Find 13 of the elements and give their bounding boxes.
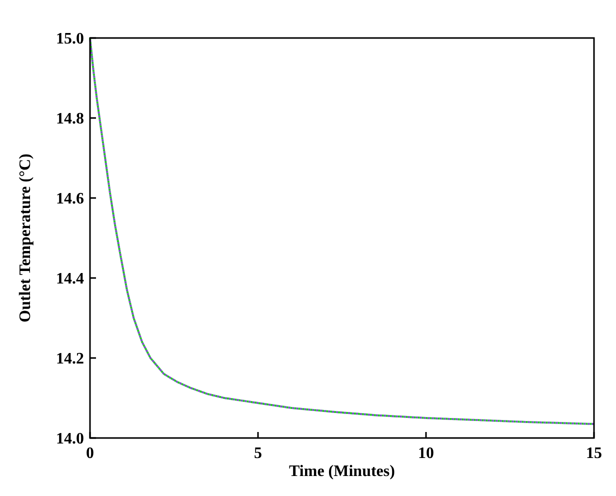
y-tick-label: 14.2 bbox=[56, 350, 84, 368]
x-axis-title: Time (Minutes) bbox=[289, 463, 395, 480]
y-axis-title: Outlet Temperature (°C) bbox=[17, 154, 34, 322]
y-tick-label: 14.8 bbox=[56, 110, 84, 128]
x-tick-label: 5 bbox=[254, 445, 262, 462]
x-tick-label: 15 bbox=[586, 445, 602, 462]
y-tick-label: 14.6 bbox=[56, 190, 84, 208]
y-tick-label: 15.0 bbox=[56, 30, 84, 48]
y-tick-label: 14.0 bbox=[56, 430, 84, 448]
y-tick-label: 14.4 bbox=[56, 270, 84, 288]
x-tick-label: 0 bbox=[86, 445, 94, 462]
line-series bbox=[89, 37, 595, 425]
x-tick-label: 10 bbox=[418, 445, 434, 462]
